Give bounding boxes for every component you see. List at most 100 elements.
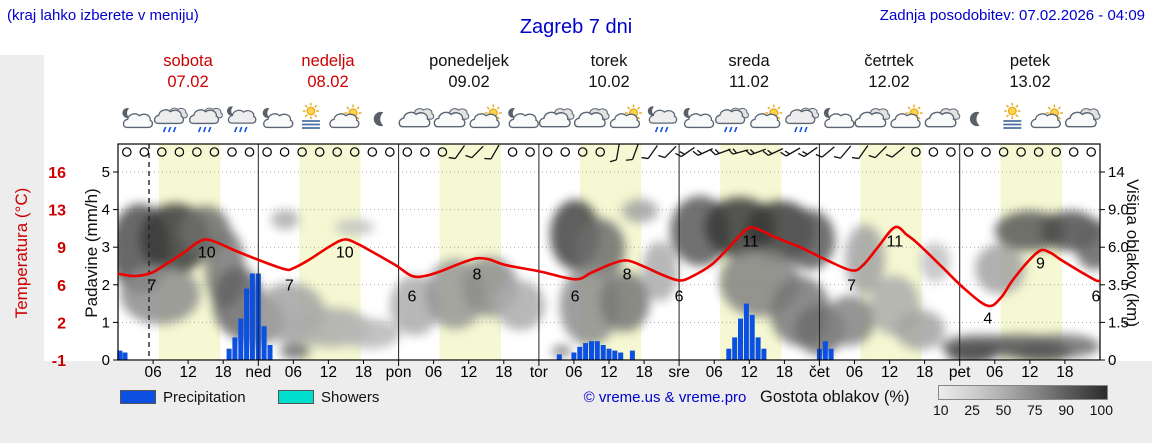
svg-text:9: 9: [57, 240, 66, 257]
svg-text:pet: pet: [949, 364, 971, 381]
day-name: sreda: [728, 52, 770, 70]
svg-text:06: 06: [425, 364, 442, 381]
svg-text:18: 18: [215, 364, 232, 381]
scale-tick: 10: [933, 402, 949, 418]
day-date: 13.02: [1009, 73, 1051, 91]
svg-text:pon: pon: [386, 364, 412, 381]
svg-text:2: 2: [57, 315, 66, 332]
day-header-saturday: sobota 07.02: [118, 51, 258, 93]
svg-text:-1: -1: [52, 353, 66, 370]
day-name: sobota: [163, 52, 213, 70]
precipitation-legend-label: Precipitation: [163, 389, 246, 406]
day-header-monday: ponedeljek 09.02: [399, 51, 539, 93]
svg-text:čet: čet: [809, 364, 830, 381]
bottom-margin-panel: [0, 361, 1152, 443]
svg-text:11: 11: [742, 233, 759, 250]
copyright-links[interactable]: © vreme.us & vreme.pro: [583, 389, 747, 406]
showers-legend-swatch: [278, 390, 314, 404]
day-date: 11.02: [728, 73, 770, 91]
svg-text:9.0: 9.0: [1108, 202, 1129, 219]
svg-text:18: 18: [776, 364, 793, 381]
day-date: 07.02: [167, 73, 209, 91]
svg-text:12: 12: [881, 364, 898, 381]
scale-tick: 100: [1089, 402, 1113, 418]
day-date: 12.02: [868, 73, 910, 91]
day-name: petek: [1009, 52, 1051, 70]
svg-text:9: 9: [1036, 255, 1045, 272]
day-date: 08.02: [307, 73, 349, 91]
svg-text:6.0: 6.0: [1108, 239, 1129, 256]
day-name: ponedeljek: [429, 52, 509, 70]
cloud-density-gradient-bar: [938, 385, 1108, 400]
svg-text:12: 12: [460, 364, 477, 381]
cloud-density-scale-label: Gostota oblakov (%): [760, 388, 910, 406]
svg-text:12: 12: [741, 364, 758, 381]
svg-text:6: 6: [408, 289, 417, 306]
svg-text:11: 11: [886, 233, 903, 250]
day-date: 10.02: [588, 73, 630, 91]
svg-text:06: 06: [565, 364, 582, 381]
svg-text:3.5: 3.5: [1108, 277, 1129, 294]
svg-text:06: 06: [144, 364, 161, 381]
day-header-wednesday: sreda 11.02: [679, 51, 819, 93]
svg-text:06: 06: [285, 364, 302, 381]
svg-text:12: 12: [320, 364, 337, 381]
scale-tick: 25: [964, 402, 980, 418]
precipitation-legend-swatch: [120, 390, 156, 404]
svg-text:6: 6: [1091, 289, 1100, 306]
day-name: četrtek: [864, 52, 914, 70]
svg-text:1.5: 1.5: [1108, 314, 1129, 331]
location-menu-hint: (kraj lahko izberete v meniju): [7, 7, 199, 24]
day-header-sunday: nedelja 08.02: [258, 51, 398, 93]
day-header-thursday: četrtek 12.02: [819, 51, 959, 93]
svg-text:12: 12: [600, 364, 617, 381]
day-name: nedelja: [301, 52, 355, 70]
svg-text:14: 14: [1108, 164, 1125, 181]
svg-text:2: 2: [102, 277, 110, 294]
svg-text:18: 18: [495, 364, 512, 381]
day-header-friday: petek 13.02: [960, 51, 1100, 93]
svg-text:12: 12: [179, 364, 196, 381]
svg-text:sre: sre: [668, 364, 690, 381]
day-header-tuesday: torek 10.02: [539, 51, 679, 93]
svg-text:5: 5: [102, 164, 110, 181]
svg-text:18: 18: [635, 364, 652, 381]
cloud-density-scale-ticks: 10 25 50 75 90 100: [933, 402, 1113, 418]
svg-text:8: 8: [623, 267, 632, 284]
last-update-text: Zadnja posodobitev: 07.02.2026 - 04:09: [879, 7, 1145, 24]
svg-text:18: 18: [1056, 364, 1073, 381]
svg-text:06: 06: [846, 364, 863, 381]
svg-text:06: 06: [706, 364, 723, 381]
svg-text:ned: ned: [245, 364, 271, 381]
svg-text:tor: tor: [530, 364, 548, 381]
svg-text:10: 10: [198, 244, 216, 261]
svg-text:18: 18: [355, 364, 372, 381]
svg-text:0: 0: [1108, 352, 1116, 369]
svg-text:10: 10: [336, 244, 354, 261]
day-name: torek: [590, 52, 628, 70]
svg-text:6: 6: [675, 289, 684, 306]
svg-text:4: 4: [983, 311, 992, 328]
scale-tick: 50: [995, 402, 1012, 418]
svg-text:13: 13: [48, 203, 66, 220]
svg-text:16: 16: [48, 165, 66, 182]
svg-text:06: 06: [986, 364, 1003, 381]
showers-legend-label: Showers: [321, 389, 380, 406]
svg-text:0: 0: [102, 352, 110, 369]
svg-text:7: 7: [285, 278, 294, 295]
svg-text:6: 6: [57, 278, 66, 295]
scale-tick: 75: [1026, 402, 1043, 418]
day-date: 09.02: [448, 73, 490, 91]
svg-text:8: 8: [472, 267, 481, 284]
svg-text:1: 1: [102, 314, 110, 331]
svg-text:18: 18: [916, 364, 933, 381]
svg-text:4: 4: [102, 202, 110, 219]
svg-text:12: 12: [1021, 364, 1038, 381]
svg-text:7: 7: [847, 278, 856, 295]
scale-tick: 90: [1058, 402, 1074, 418]
svg-text:3: 3: [102, 239, 110, 256]
svg-text:6: 6: [571, 289, 580, 306]
svg-text:7: 7: [147, 278, 156, 295]
page-title: Zagreb 7 dni: [519, 16, 633, 38]
